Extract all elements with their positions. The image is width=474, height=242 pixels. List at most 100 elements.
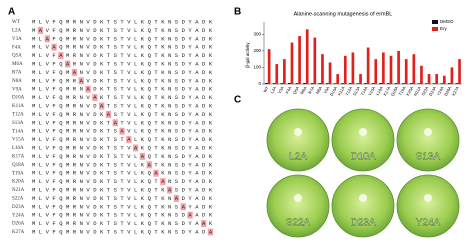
- row-label: M6A: [12, 62, 23, 67]
- row-label: F4A: [12, 45, 21, 50]
- row-label: L16A: [12, 146, 24, 151]
- plate: [396, 108, 460, 172]
- mutation-highlight: [99, 102, 105, 110]
- x-tick-label: T12A: [344, 85, 353, 96]
- x-tick-label: V9A: [322, 85, 330, 94]
- sequence: MLVFQMRNVDKTSTVLKQTKNSDYADA: [32, 228, 216, 235]
- bar: [402, 83, 405, 84]
- mutation-highlight: [78, 77, 84, 85]
- bar: [412, 54, 416, 84]
- sequence: MLVFQMRNVDKTSTVLKQTKNSDAADK: [32, 212, 216, 219]
- bar: [417, 83, 421, 84]
- bar: [348, 83, 352, 84]
- x-tick-label: S22A: [420, 85, 429, 96]
- row-label: L2A: [12, 29, 22, 34]
- bar: [397, 50, 400, 84]
- panel-label: A: [8, 7, 15, 18]
- sequence: MLVFQMRNVDKTSTVAKQTKNSDYADK: [32, 144, 216, 151]
- sequence: MLVFQMRNVDKTATVLKQTKNSDYADK: [32, 119, 216, 126]
- sequence: MLVFQMRNVDKTSTVLKQAKNSDYADK: [32, 170, 216, 177]
- sequence: MLVFQMRNVDKTSAVLKQTKNSDYADK: [32, 128, 216, 135]
- mutation-highlight: [71, 68, 78, 76]
- x-tick-label: D10A: [329, 85, 338, 96]
- bar: [333, 83, 337, 84]
- x-tick-label: N21A: [413, 85, 422, 96]
- bar: [295, 83, 299, 84]
- bar: [394, 83, 398, 84]
- bar: [328, 62, 332, 84]
- sequence: MAVFQMRNVDKTSTVLKQTKNSDYADK: [32, 27, 216, 34]
- row-label: V9A: [12, 87, 22, 92]
- x-tick-label: S13A: [352, 85, 361, 96]
- sequence: MLVFQMRNVAKTSTVLKQTKNSDYADK: [32, 94, 216, 101]
- bar: [303, 83, 306, 84]
- plate: [396, 174, 460, 238]
- legend-swatch: [432, 20, 438, 24]
- sequence: MLVFQMRNADKTSTVLKQTKNSDYADK: [32, 86, 216, 93]
- mutation-highlight: [180, 203, 186, 211]
- bar: [450, 67, 454, 84]
- x-tick-label: M6A: [299, 85, 308, 95]
- y-tick-label: 0: [258, 81, 261, 86]
- x-tick-label: K11A: [337, 85, 346, 96]
- x-tick-label: N8A: [315, 85, 323, 95]
- row-label: T19A: [12, 171, 24, 176]
- sequence: MLVFQMRNVDKASTVLKQTKNSDYADK: [32, 111, 216, 118]
- x-tick-label: V15A: [367, 85, 376, 96]
- x-tick-label: K20A: [405, 85, 414, 96]
- bar: [458, 59, 461, 84]
- x-tick-label: K27A: [451, 85, 460, 96]
- bar: [267, 49, 271, 84]
- disk: [294, 194, 302, 202]
- row-label: K27A: [12, 230, 25, 235]
- legend-label: DMSO: [440, 19, 454, 24]
- row-label: D10A: [12, 96, 25, 101]
- mutation-highlight: [112, 119, 118, 127]
- y-tick-label: 300: [253, 31, 261, 36]
- row-label: D26A: [12, 222, 25, 227]
- y-axis-label: β-gal activity: [245, 42, 250, 68]
- mutation-highlight: [58, 52, 64, 60]
- plate: [266, 108, 330, 172]
- row-label: Q5A: [12, 54, 22, 59]
- bar: [310, 83, 314, 84]
- bar: [341, 83, 344, 84]
- bar: [272, 83, 276, 84]
- row-label: K17A: [12, 155, 25, 160]
- x-tick-label: V3A: [277, 85, 285, 94]
- plate-label: D10A: [350, 152, 375, 163]
- bar: [425, 83, 428, 84]
- sequence: MLVFQMRNVDATSTVLKQTKNSDYADK: [32, 102, 216, 109]
- disk: [424, 128, 432, 136]
- bar: [409, 83, 413, 84]
- row-label: WT: [12, 20, 20, 25]
- disk: [359, 128, 367, 136]
- disk: [294, 128, 302, 136]
- row-label: N21A: [12, 188, 25, 193]
- x-tick-label: L2A: [269, 85, 277, 94]
- sequence: MLVFQMRNVDKTSTALKQTKNSDYADK: [32, 136, 216, 143]
- disk: [359, 194, 367, 202]
- row-label: S13A: [12, 121, 24, 126]
- x-tick-label: D26A: [443, 85, 452, 96]
- mutation-highlight: [85, 85, 91, 93]
- bar: [404, 59, 408, 84]
- bar: [290, 42, 294, 84]
- legend-swatch: [432, 27, 438, 31]
- bar: [275, 64, 279, 84]
- x-tick-label: T19A: [398, 85, 407, 96]
- plate-label: S22A: [286, 218, 311, 229]
- plate-label: Y24A: [416, 218, 441, 229]
- bar: [298, 35, 301, 84]
- sequence: MLVFAMRNVDKTSTVLKQTKNSDYADK: [32, 52, 216, 59]
- bar: [379, 83, 383, 84]
- x-tick-label: Q18A: [390, 85, 400, 97]
- bar: [389, 55, 393, 84]
- x-tick-label: K17A: [382, 85, 391, 96]
- sequence: MLAFQMRNVDKTSTVLKQTKNSDYADK: [32, 35, 216, 42]
- mutation-highlight: [173, 194, 180, 202]
- alignment: WT MLVFQMRNVDKTSTVLKQTKNSDYADK L2A MAVFQMRN…: [12, 18, 216, 236]
- mutation-highlight: [207, 228, 214, 236]
- mutation-highlight: [146, 161, 152, 169]
